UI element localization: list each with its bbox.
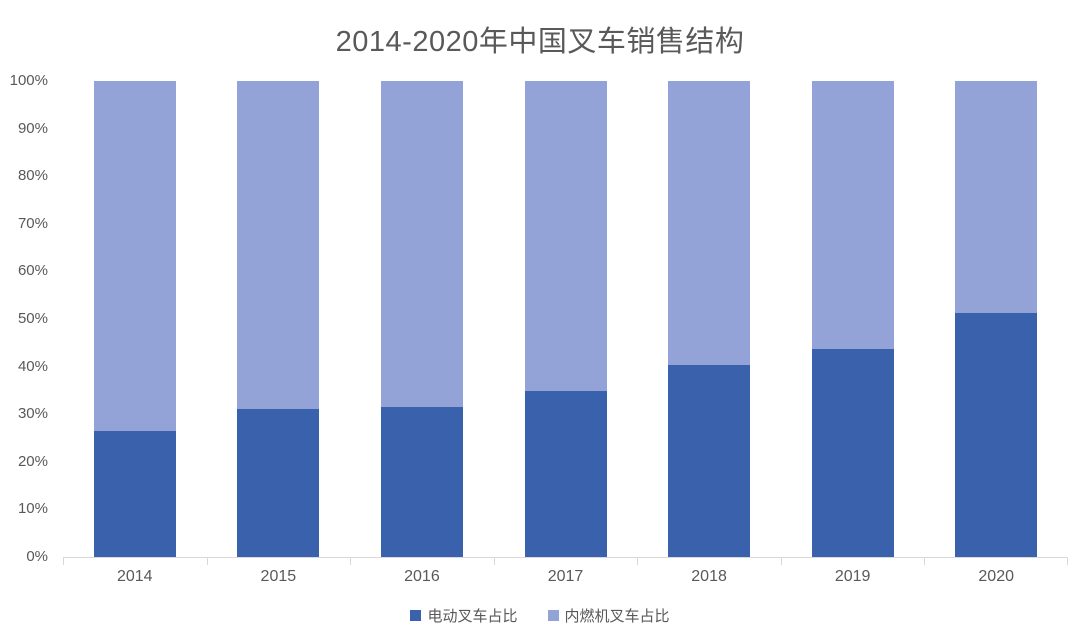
x-tick-label-2019: 2019 (834, 568, 871, 585)
y-tick-label-30pct: 30% (17, 405, 48, 423)
y-tick-label-50pct: 50% (17, 310, 48, 327)
x-tick-label-2016: 2016 (404, 568, 440, 585)
segment-electric-2019 (811, 348, 894, 557)
segment-electric-2018 (668, 365, 751, 557)
chart-title: 2014-2020年中国叉车销售结构 (335, 26, 745, 58)
segment-combustion-2017 (524, 81, 607, 391)
segment-combustion-2019 (811, 81, 894, 349)
y-axis: 0% 10% 20% 30% 40% 50% 60% 70% 80% 90% 100% (0, 73, 48, 565)
stacked-bar-2020 (955, 81, 1038, 557)
legend-item-combustion: 内燃机叉车占比 (547, 605, 670, 626)
y-tick-label-0pct: 0% (26, 548, 48, 565)
x-axis-tick (350, 557, 352, 565)
x-axis-tick (206, 557, 208, 565)
x-axis-tick (1067, 557, 1068, 565)
segment-combustion-2016 (380, 81, 463, 407)
plot-area (63, 81, 1068, 565)
x-tick-label-2015: 2015 (260, 568, 297, 585)
stacked-bar-2019 (811, 81, 894, 557)
legend: 电动叉车占比 内燃机叉车占比 (0, 605, 1080, 626)
stacked-bar-2018 (668, 81, 751, 557)
y-tick-label-80pct: 80% (17, 167, 48, 185)
x-axis-tick (637, 557, 639, 565)
y-tick-label-100pct: 100% (9, 72, 48, 89)
segment-combustion-2015 (237, 81, 320, 410)
x-axis: 2014 2015 2016 2017 2018 2019 2020 (63, 568, 1068, 588)
x-tick-label-2020: 2020 (978, 568, 1014, 585)
y-tick-label-40pct: 40% (17, 357, 48, 375)
y-tick-label-20pct: 20% (17, 452, 48, 470)
stacked-bar-2017 (524, 81, 607, 557)
x-tick-label-2014: 2014 (116, 568, 153, 585)
legend-item-electric: 电动叉车占比 (410, 605, 518, 626)
segment-electric-2015 (237, 409, 320, 557)
stacked-bar-2014 (93, 81, 176, 557)
segment-electric-2014 (93, 430, 176, 557)
x-axis-tick (924, 557, 926, 565)
segment-combustion-2018 (668, 81, 751, 366)
stacked-bar-2015 (237, 81, 320, 557)
x-axis-tick (780, 557, 782, 565)
stacked-bar-2016 (380, 81, 463, 557)
legend-swatch-icon (410, 610, 422, 621)
segment-combustion-2020 (955, 81, 1038, 313)
y-tick-label-60pct: 60% (17, 262, 48, 280)
legend-swatch-icon (547, 610, 559, 621)
legend-label: 电动叉车占比 (427, 608, 518, 625)
segment-electric-2017 (524, 390, 607, 557)
x-axis-tick (63, 557, 64, 565)
y-tick-label-70pct: 70% (17, 214, 48, 232)
x-axis-tick (493, 557, 495, 565)
segment-electric-2020 (955, 312, 1038, 557)
x-tick-label-2017: 2017 (547, 568, 584, 585)
y-tick-label-90pct: 90% (17, 119, 48, 137)
x-tick-label-2018: 2018 (691, 568, 727, 585)
legend-label: 内燃机叉车占比 (564, 608, 670, 625)
segment-electric-2016 (380, 406, 463, 557)
segment-combustion-2014 (93, 81, 176, 431)
y-tick-label-10pct: 10% (17, 500, 48, 518)
